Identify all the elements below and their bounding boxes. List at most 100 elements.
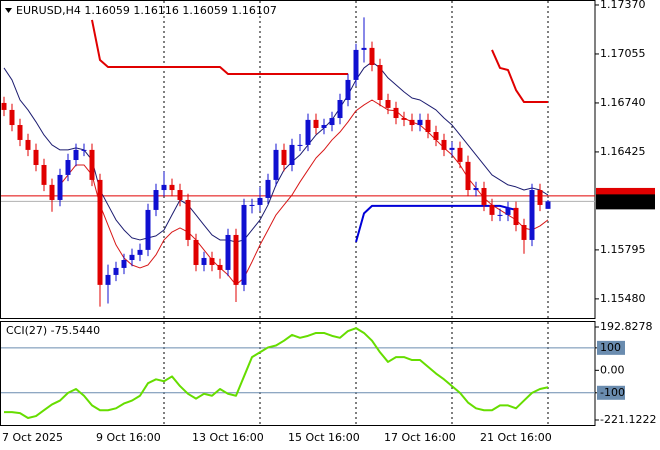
candle-body — [457, 147, 463, 162]
cci-line — [4, 327, 549, 419]
candle-body — [361, 47, 367, 50]
candle-body — [137, 249, 143, 255]
candle-body — [497, 214, 503, 216]
candle-body — [97, 179, 103, 285]
candle-body — [337, 99, 343, 119]
candle-body — [105, 274, 111, 285]
y-tick-label: -100 — [600, 386, 625, 399]
y-tick-label: 1.16740 — [600, 96, 646, 109]
candle-body — [489, 204, 495, 215]
candle-body — [177, 190, 183, 200]
chart-title: EURUSD,H4 1.16059 1.16116 1.16059 1.1610… — [16, 4, 277, 17]
indicator-line — [355, 204, 517, 243]
x-tick-label: 15 Oct 16:00 — [288, 431, 360, 444]
candle-body — [377, 64, 383, 100]
candle-body — [209, 257, 215, 265]
candle-body — [441, 139, 447, 150]
candle-body — [185, 199, 191, 240]
bid-label: 1.16107 — [601, 195, 647, 208]
level-label-box — [597, 340, 625, 355]
candle-body — [481, 188, 487, 205]
candle-body — [57, 174, 63, 200]
y-tick-label: 0.00 — [600, 363, 625, 376]
candle-body — [193, 239, 199, 265]
candle-body — [233, 234, 239, 285]
candle-body — [241, 204, 247, 285]
candle-body — [273, 149, 279, 180]
candle-body — [409, 119, 415, 126]
candle-body — [529, 190, 535, 240]
candle-body — [217, 264, 223, 270]
x-tick-label: 21 Oct 16:00 — [480, 431, 552, 444]
candle-body — [161, 184, 167, 191]
y-tick-label: 1.17055 — [600, 47, 646, 60]
price-pane-border — [0, 0, 596, 319]
candle-body — [393, 107, 399, 119]
y-tick-label: 1.16425 — [600, 145, 646, 158]
x-tick-label: 7 Oct 2025 — [2, 431, 63, 444]
candle-body — [81, 149, 87, 151]
candle-body — [473, 188, 479, 191]
candle-body — [89, 149, 95, 180]
y-tick-label: 100 — [600, 341, 621, 354]
cci-title: CCI(27) -75.5440 — [6, 324, 100, 337]
candle-body — [537, 190, 543, 205]
candle-body — [385, 99, 391, 108]
candle-body — [225, 234, 231, 270]
candle-body — [513, 207, 519, 226]
candle-body — [145, 209, 151, 250]
candle-body — [329, 118, 335, 126]
candle-body — [353, 49, 359, 80]
y-tick-label: 1.17370 — [600, 0, 646, 11]
candle-body — [449, 147, 455, 150]
bid-label-box — [596, 194, 655, 210]
y-tick-label: -221.1222 — [600, 413, 656, 426]
candle-body — [1, 102, 7, 110]
candle-body — [297, 144, 303, 146]
x-tick-label: 13 Oct 16:00 — [192, 431, 264, 444]
collapse-triangle — [5, 8, 12, 13]
candle-body — [49, 184, 55, 200]
y-tick-label: 192.8278 — [600, 320, 653, 333]
candle-body — [545, 201, 551, 209]
candle-body — [433, 132, 439, 140]
candle-body — [257, 197, 263, 205]
candle-body — [321, 125, 327, 128]
y-tick-label: 1.15795 — [600, 243, 646, 256]
candle-body — [113, 267, 119, 275]
candle-body — [425, 119, 431, 133]
candle-body — [505, 207, 511, 215]
candle-body — [73, 149, 79, 161]
candle-body — [17, 125, 23, 140]
candle-body — [169, 184, 175, 191]
level-label-box — [597, 385, 625, 400]
candle-body — [153, 190, 159, 210]
frame — [0, 0, 596, 426]
candle-body — [417, 119, 423, 126]
candle-body — [345, 79, 351, 100]
candle-body — [65, 160, 71, 175]
y-tick-label: 1.15480 — [600, 292, 646, 305]
candle-body — [465, 161, 471, 191]
candle-body — [313, 119, 319, 128]
candle-body — [289, 144, 295, 165]
candle-body — [25, 139, 31, 150]
candle-body — [201, 257, 207, 265]
candle-body — [305, 119, 311, 145]
cci-pane-border — [0, 321, 596, 426]
candle-body — [129, 254, 135, 260]
candle-body — [41, 164, 47, 185]
candle-body — [265, 179, 271, 198]
candle-body — [401, 118, 407, 120]
candle-body — [33, 149, 39, 165]
x-tick-label: 17 Oct 16:00 — [384, 431, 456, 444]
candle-body — [249, 204, 255, 206]
candle-body — [369, 47, 375, 65]
candle-body — [9, 109, 15, 126]
candle-body — [121, 259, 127, 268]
candle-body — [281, 149, 287, 165]
indicator-line — [91, 19, 548, 104]
candle-body — [521, 225, 527, 240]
x-tick-label: 9 Oct 16:00 — [96, 431, 161, 444]
